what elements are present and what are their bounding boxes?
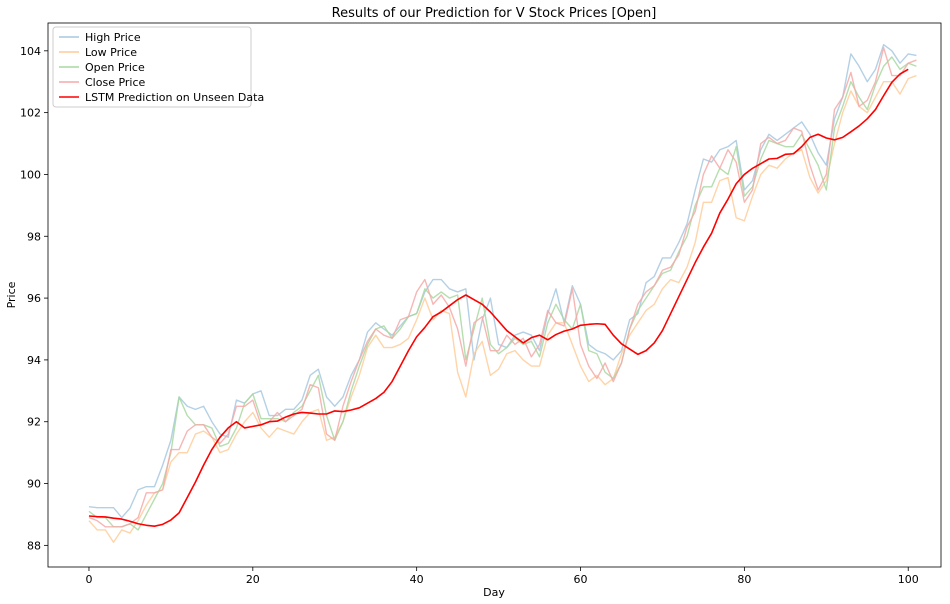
x-axis: 0 20 40 60 80 100	[85, 567, 919, 586]
x-tick-label: 20	[246, 573, 260, 586]
x-axis-label: Day	[483, 586, 505, 599]
series-line-lstm-prediction-on-unseen-data	[88, 68, 909, 528]
y-tick-label: 102	[20, 107, 41, 120]
legend-label: Open Price	[85, 61, 145, 74]
y-tick-label: 100	[20, 168, 41, 181]
legend-label: Close Price	[85, 76, 146, 89]
x-tick-label: 0	[85, 573, 92, 586]
chart-title: Results of our Prediction for V Stock Pr…	[332, 6, 657, 21]
y-axis-label: Price	[5, 281, 18, 308]
y-tick-label: 96	[27, 292, 41, 305]
y-axis: 88 90 92 94 96 98 100 102 104	[20, 45, 48, 552]
y-tick-label: 104	[20, 45, 41, 58]
x-tick-label: 100	[898, 573, 919, 586]
x-tick-label: 80	[737, 573, 751, 586]
legend-label: High Price	[85, 31, 141, 44]
legend-label: Low Price	[85, 46, 137, 59]
y-tick-label: 88	[27, 539, 41, 552]
x-tick-label: 40	[410, 573, 424, 586]
series-line-low-price	[88, 74, 917, 543]
y-tick-label: 98	[27, 230, 41, 243]
y-tick-label: 92	[27, 416, 41, 429]
series-layer	[88, 43, 917, 543]
legend-label: LSTM Prediction on Unseen Data	[85, 91, 264, 104]
legend: High Price Low Price Open Price Close Price…	[52, 26, 264, 108]
series-line-open-price	[88, 56, 917, 531]
y-tick-label: 94	[27, 354, 41, 367]
y-tick-label: 90	[27, 478, 41, 491]
series-line-close-price	[88, 47, 917, 528]
x-tick-label: 60	[574, 573, 588, 586]
plot-area	[47, 22, 942, 568]
legend-box	[52, 26, 252, 108]
